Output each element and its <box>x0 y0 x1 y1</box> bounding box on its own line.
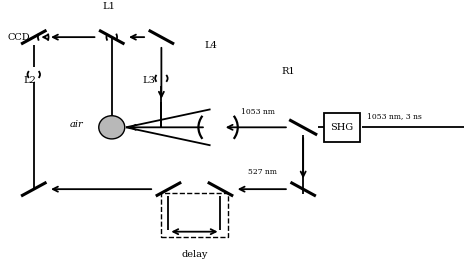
Text: 1053 nm, 3 ns: 1053 nm, 3 ns <box>367 112 422 120</box>
Bar <box>324 112 360 142</box>
Text: R1: R1 <box>281 67 295 76</box>
Text: SHG: SHG <box>330 123 354 132</box>
Text: L2: L2 <box>23 77 36 85</box>
Text: CCD: CCD <box>8 33 30 42</box>
Text: L3: L3 <box>143 77 155 85</box>
Text: L4: L4 <box>204 41 217 50</box>
Ellipse shape <box>99 116 125 139</box>
Text: 1053 nm: 1053 nm <box>241 108 275 116</box>
Bar <box>161 193 228 237</box>
Text: L1: L1 <box>102 2 115 11</box>
Text: delay: delay <box>181 250 208 259</box>
Text: 527 nm: 527 nm <box>248 168 277 176</box>
Text: air: air <box>70 120 83 129</box>
